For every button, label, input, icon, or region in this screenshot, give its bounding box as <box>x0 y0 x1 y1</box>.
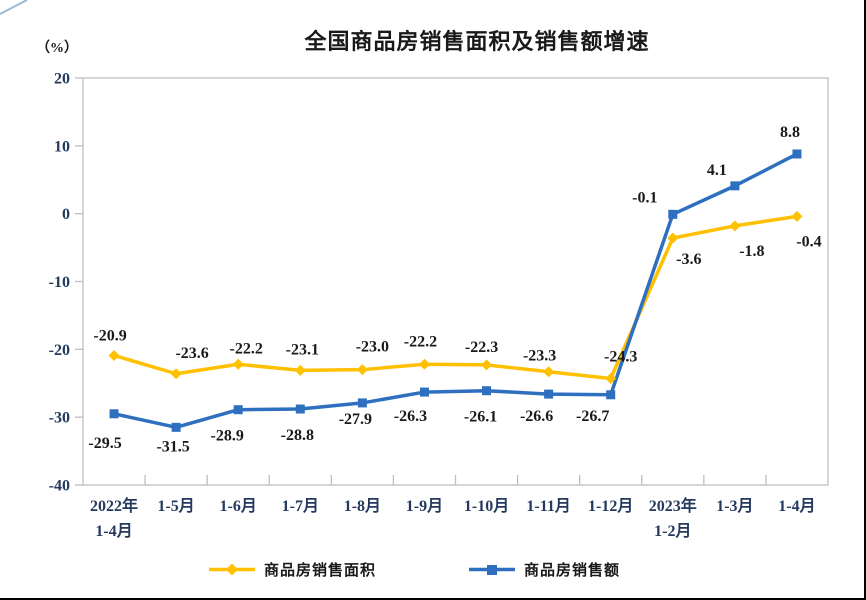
x-axis-tick-label: 1-12月 <box>588 497 633 515</box>
data-point-marker <box>730 181 740 191</box>
data-point-marker <box>357 398 367 408</box>
y-axis-tick-label: -10 <box>49 274 70 291</box>
data-label: -20.9 <box>93 327 126 344</box>
x-axis-tick-label: 1-7月 <box>282 497 319 515</box>
legend-label-sales-area: 商品房销售面积 <box>264 562 377 579</box>
data-point-marker <box>171 422 181 432</box>
x-axis-tick-label: 1-4月 <box>95 522 132 540</box>
y-axis-unit-label: （%） <box>36 41 78 56</box>
y-axis-tick-label: 20 <box>54 71 70 88</box>
data-point-marker <box>109 409 119 419</box>
data-point-marker <box>294 364 306 376</box>
legend-label-sales-amount: 商品房销售额 <box>524 562 621 579</box>
series-line-0 <box>113 214 798 381</box>
data-label: -31.5 <box>156 438 189 455</box>
y-axis-tick-label: 0 <box>62 206 70 223</box>
x-axis-tick-label: 1-9月 <box>406 497 443 515</box>
x-axis-tick-label: 1-10月 <box>464 497 509 515</box>
data-point-marker <box>108 349 120 361</box>
legend-marker-sales-amount-icon <box>469 564 515 575</box>
y-axis-tick-label: -20 <box>49 342 70 359</box>
y-axis-tick-label: 10 <box>54 138 70 155</box>
data-label: -22.3 <box>465 339 498 356</box>
x-axis-tick-label: 1-2月 <box>654 522 691 540</box>
legend-item-sales-amount: 商品房销售额 <box>468 557 620 581</box>
x-axis-tick-label: 1-11月 <box>526 497 570 515</box>
data-label: -26.6 <box>520 408 553 425</box>
data-label: -28.8 <box>281 427 314 444</box>
data-label: -22.2 <box>404 333 437 350</box>
data-label: -23.0 <box>356 339 389 356</box>
data-label: -23.6 <box>175 345 208 362</box>
chart-title: 全国商品房销售面积及销售额增速 <box>304 29 650 54</box>
data-point-marker <box>605 373 617 385</box>
legend-item-sales-area: 商品房销售面积 <box>208 557 376 581</box>
data-label: -28.9 <box>211 428 244 445</box>
data-label: -26.3 <box>394 408 427 425</box>
data-label: 4.1 <box>707 162 727 179</box>
data-point-marker <box>668 209 678 219</box>
data-label: -3.6 <box>676 251 701 268</box>
data-label: 8.8 <box>780 124 800 141</box>
data-label: -1.8 <box>739 243 764 260</box>
data-label: -29.5 <box>88 435 121 452</box>
x-axis-tick-label: 1-4月 <box>778 497 815 515</box>
legend-marker-sales-area-icon <box>209 563 255 575</box>
data-point-marker <box>170 368 182 380</box>
data-label: -24.3 <box>604 349 637 366</box>
series-line-1 <box>113 152 798 430</box>
x-axis-tick-label: 1-8月 <box>344 497 381 515</box>
y-axis-tick-label: -40 <box>49 478 70 495</box>
data-label: -0.1 <box>632 189 657 206</box>
data-label: -27.9 <box>339 411 372 428</box>
data-point-marker <box>729 220 741 232</box>
screenshot-bottom-border <box>0 598 866 600</box>
data-label: -22.2 <box>230 340 263 357</box>
data-point-marker <box>667 232 679 244</box>
data-point-marker <box>791 210 803 222</box>
data-label: -26.7 <box>576 408 609 425</box>
data-point-marker <box>418 358 430 370</box>
x-axis-tick-label: 1-6月 <box>220 497 257 515</box>
data-point-marker <box>482 386 492 396</box>
x-axis-tick-label: 1-3月 <box>716 497 753 515</box>
data-label: -23.1 <box>286 341 319 358</box>
data-point-marker <box>606 390 616 400</box>
chart-legend: 商品房销售面积 商品房销售额 <box>0 557 866 583</box>
plot-border <box>82 77 829 486</box>
y-axis-tick-label: -30 <box>49 410 70 427</box>
screenshot-right-border <box>864 0 866 600</box>
data-point-marker <box>356 364 368 376</box>
data-label: -23.3 <box>523 348 556 365</box>
data-point-marker <box>295 404 305 414</box>
data-point-marker <box>233 405 243 415</box>
data-point-marker <box>792 149 802 159</box>
data-point-marker <box>481 359 493 371</box>
data-point-marker <box>419 387 429 397</box>
screenshot-corner-artifact <box>0 0 28 15</box>
data-label: -0.4 <box>796 233 821 250</box>
data-point-marker <box>544 389 554 399</box>
x-axis-tick-label: 2022年 <box>90 496 138 515</box>
x-axis-tick-label: 1-5月 <box>157 497 194 515</box>
x-axis-tick-label: 2023年 <box>649 496 697 515</box>
data-point-marker <box>543 366 555 378</box>
data-point-marker <box>232 358 244 370</box>
data-label: -26.1 <box>464 409 497 426</box>
